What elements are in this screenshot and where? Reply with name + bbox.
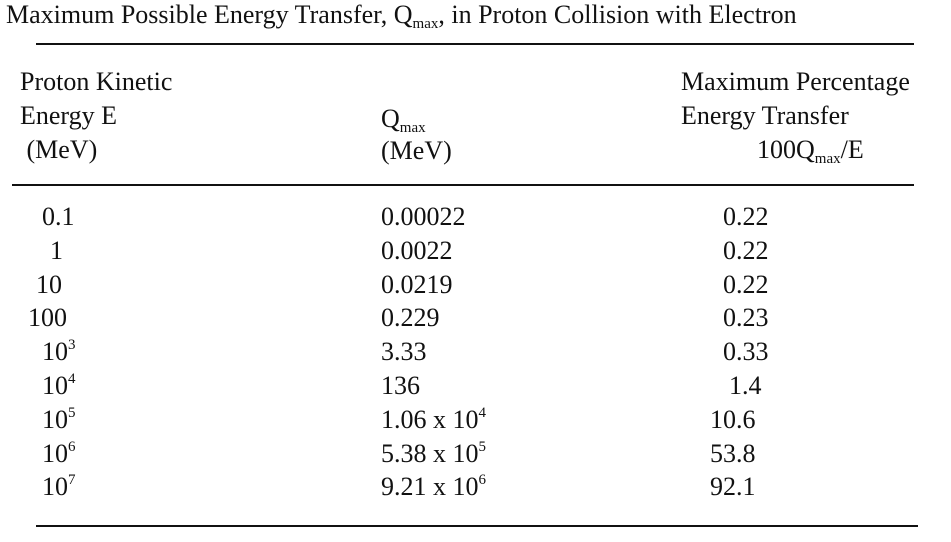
qmax-value: 0.00022: [381, 202, 466, 231]
percentage-value: 0.22: [723, 270, 769, 299]
title-prefix: Maximum Possible Energy Transfer, Q: [6, 0, 413, 29]
qmax-value: 3.33: [381, 337, 427, 366]
header-percentage-prefix: 100Q: [757, 135, 815, 164]
header-qmax-unit: (MeV): [381, 136, 452, 165]
percentage-value: 92.1: [710, 472, 756, 501]
header-percentage-line1: Maximum Percentage: [681, 67, 910, 96]
energy-value: 107: [42, 472, 76, 501]
qmax-value: 1.06 x 104: [381, 405, 486, 434]
header-percentage-subscript: max: [814, 151, 841, 167]
title-subscript: max: [412, 16, 439, 32]
top-rule: [36, 43, 914, 45]
percentage-value: 53.8: [710, 439, 756, 468]
header-rule: [12, 184, 914, 186]
header-qmax-q: Q: [381, 104, 400, 133]
qmax-value: 0.229: [381, 303, 440, 332]
energy-value: 105: [42, 405, 76, 434]
energy-value: 100: [28, 303, 67, 332]
qmax-value: 9.21 x 106: [381, 472, 486, 501]
bottom-rule: [36, 525, 918, 527]
energy-value: 10: [36, 270, 62, 299]
percentage-value: 0.22: [723, 202, 769, 231]
percentage-value: 0.33: [723, 337, 769, 366]
table-title: Maximum Possible Energy Transfer, Qmax, …: [6, 0, 797, 32]
percentage-value: 1.4: [729, 371, 762, 400]
title-suffix: , in Proton Collision with Electron: [438, 0, 797, 29]
percentage-value: 0.22: [723, 236, 769, 265]
header-percentage-suffix: /E: [840, 135, 864, 164]
percentage-value: 0.23: [723, 303, 769, 332]
qmax-value: 0.0022: [381, 236, 453, 265]
energy-value: 0.1: [42, 202, 75, 231]
qmax-value: 0.0219: [381, 270, 453, 299]
header-energy-line1: Proton Kinetic: [20, 67, 173, 96]
energy-value: 106: [42, 439, 76, 468]
header-energy-line3: (MeV): [20, 135, 98, 164]
energy-value: 1: [50, 236, 63, 265]
energy-value: 104: [42, 371, 76, 400]
header-percentage-line3: 100Qmax/E: [757, 133, 864, 167]
qmax-value: 136: [381, 371, 420, 400]
qmax-value: 5.38 x 105: [381, 439, 486, 468]
header-qmax-subscript: max: [399, 120, 426, 136]
energy-value: 103: [42, 337, 76, 366]
header-qmax: Qmax: [381, 102, 426, 136]
header-energy-line2: Energy E: [20, 101, 117, 130]
percentage-value: 10.6: [710, 405, 756, 434]
header-percentage-line2: Energy Transfer: [681, 101, 849, 130]
